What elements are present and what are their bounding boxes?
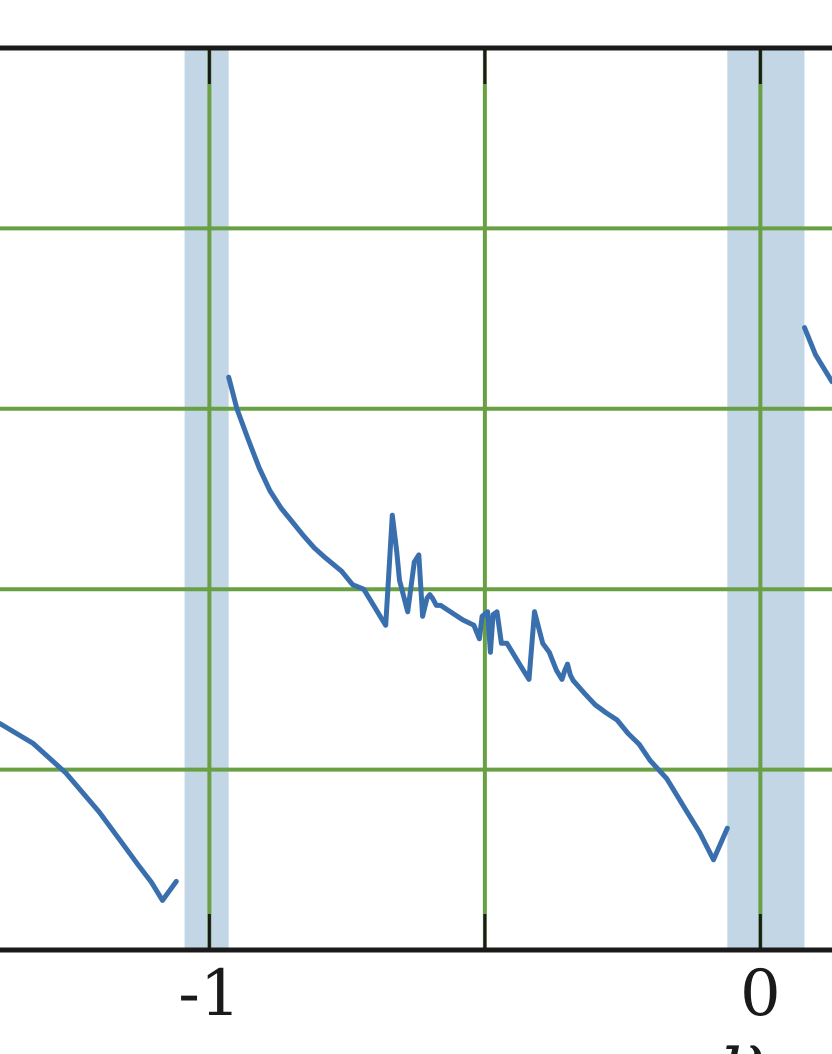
grid-lines [0,48,832,950]
series-line-segment [802,325,832,385]
x-tick-labels: -1 0 [178,957,781,1031]
x-tick-label: -1 [178,957,240,1031]
series-line-segment [0,721,179,903]
series-line-segment [226,374,730,863]
shaded-band [184,48,229,950]
x-axis-label: ν [721,1017,764,1054]
x-tick-label: 0 [740,957,781,1031]
data-series [0,325,832,903]
shaded-band [727,48,805,950]
shaded-bands [184,48,805,950]
plot-frame [0,45,832,953]
